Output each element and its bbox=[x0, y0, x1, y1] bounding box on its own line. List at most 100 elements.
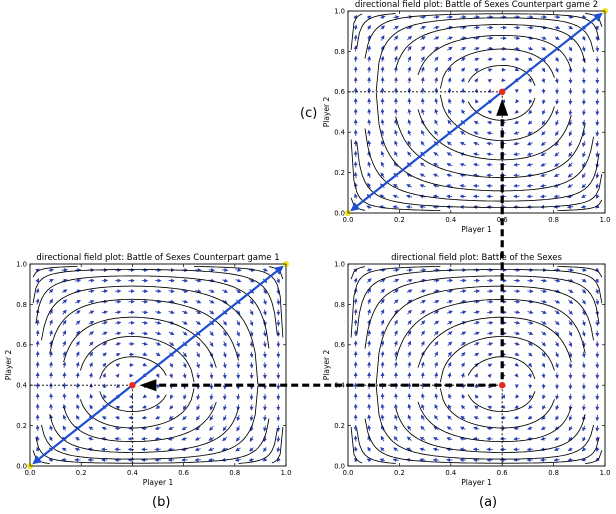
quiver-arrow bbox=[353, 171, 358, 179]
x-axis-label: Player 1 bbox=[461, 478, 492, 487]
quiver-arrow bbox=[155, 299, 162, 304]
quiver-arrow bbox=[353, 308, 358, 316]
quiver-arrow bbox=[407, 35, 413, 41]
quiver-arrow bbox=[472, 173, 480, 178]
quiver-arrow bbox=[421, 414, 425, 421]
quiver-arrow bbox=[222, 372, 227, 380]
quiver-arrow bbox=[473, 299, 481, 304]
quiver-arrow bbox=[554, 362, 559, 369]
quiver-arrow bbox=[447, 46, 453, 51]
quiver-arrow bbox=[420, 393, 425, 400]
streamline bbox=[395, 298, 586, 361]
quiver-arrow bbox=[434, 130, 439, 136]
quiver-arrow bbox=[434, 341, 439, 347]
quiver-arrow bbox=[75, 340, 80, 347]
quiver-arrow bbox=[514, 67, 520, 72]
quiver-arrow bbox=[48, 458, 54, 463]
quiver-arrow bbox=[407, 129, 412, 136]
quiver-arrow bbox=[101, 310, 108, 315]
quiver-arrow bbox=[262, 288, 267, 295]
quiver-arrow bbox=[181, 289, 189, 294]
quiver-arrow bbox=[155, 404, 161, 409]
quiver-arrow bbox=[367, 414, 372, 421]
quiver-arrow bbox=[446, 152, 453, 157]
quiver-arrow bbox=[89, 372, 93, 378]
quiver-arrow bbox=[487, 331, 494, 336]
quiver-arrow bbox=[49, 403, 54, 410]
quiver-arrow bbox=[380, 424, 385, 432]
quiver-arrow bbox=[380, 447, 385, 452]
quiver-arrow bbox=[528, 99, 533, 105]
quiver-arrow bbox=[367, 45, 372, 52]
panel-title: directional field plot: Battle of the Se… bbox=[391, 253, 562, 263]
quiver-arrow bbox=[392, 458, 399, 463]
quiver-arrow bbox=[420, 56, 425, 62]
quiver-arrow bbox=[513, 320, 521, 325]
quiver-arrow bbox=[169, 373, 173, 379]
quiver-arrow bbox=[433, 300, 440, 304]
quiver-arrow bbox=[181, 299, 189, 304]
quiver-arrow bbox=[514, 362, 520, 367]
quiver-field bbox=[35, 267, 281, 463]
quiver-arrow bbox=[540, 162, 547, 167]
quiver-arrow bbox=[262, 330, 267, 337]
quiver-arrow bbox=[432, 447, 440, 452]
quiver-arrow bbox=[262, 320, 267, 327]
quiver-arrow bbox=[434, 372, 439, 379]
quiver-arrow bbox=[209, 362, 214, 369]
quiver-arrow bbox=[209, 415, 214, 421]
streamlines bbox=[32, 265, 284, 465]
quiver-arrow bbox=[249, 425, 254, 432]
quiver-arrow bbox=[76, 404, 80, 410]
y-tick-label: 0.4 bbox=[16, 382, 27, 390]
quiver-arrow bbox=[366, 205, 372, 210]
quiver-arrow bbox=[353, 435, 358, 442]
quiver-arrow bbox=[195, 310, 202, 315]
quiver-arrow bbox=[527, 36, 534, 40]
quiver-arrow bbox=[433, 426, 439, 431]
quiver-arrow bbox=[447, 321, 453, 325]
quiver-arrow bbox=[447, 56, 453, 62]
quiver-arrow bbox=[473, 131, 480, 136]
quiver-arrow bbox=[581, 341, 586, 348]
transition-connectors bbox=[139, 98, 509, 392]
quiver-arrow bbox=[568, 119, 573, 126]
quiver-arrow bbox=[513, 415, 519, 420]
streamline bbox=[364, 128, 600, 202]
quiver-arrow bbox=[487, 120, 493, 125]
quiver-arrow bbox=[555, 109, 560, 116]
quiver-arrow bbox=[527, 362, 532, 368]
quiver-arrow bbox=[168, 426, 175, 430]
quiver-arrow bbox=[407, 97, 412, 105]
diagonal-arrow-up bbox=[131, 265, 284, 387]
quiver-arrow bbox=[276, 457, 281, 463]
quiver-arrow bbox=[434, 108, 439, 115]
quiver-arrow bbox=[581, 351, 586, 358]
quiver-arrow bbox=[354, 193, 358, 199]
quiver-arrow bbox=[461, 393, 466, 399]
quiver-arrow bbox=[420, 140, 425, 147]
quiver-arrow bbox=[380, 15, 386, 20]
quiver-arrow bbox=[88, 426, 94, 431]
panel-title: directional field plot: Battle of Sexes … bbox=[355, 0, 598, 10]
diagonal-arrow-down bbox=[350, 90, 503, 212]
quiver-arrow bbox=[393, 45, 398, 52]
quiver-arrow bbox=[554, 372, 559, 379]
quiver-arrow bbox=[155, 289, 162, 294]
quiver-arrow bbox=[222, 362, 227, 369]
quiver-arrow bbox=[155, 373, 160, 379]
quiver-arrow bbox=[514, 373, 519, 378]
quiver-arrow bbox=[366, 458, 372, 463]
quiver-arrow bbox=[222, 425, 227, 432]
quiver-arrow bbox=[367, 298, 371, 305]
quiver-arrow bbox=[473, 320, 480, 325]
quiver-arrow bbox=[434, 97, 439, 105]
quiver-arrow bbox=[434, 351, 438, 358]
quiver-arrow bbox=[595, 46, 600, 53]
quiver-arrow bbox=[169, 405, 174, 410]
quiver-arrow bbox=[541, 99, 546, 105]
quiver-arrow bbox=[353, 277, 358, 284]
quiver-arrow bbox=[446, 183, 453, 188]
quiver-arrow bbox=[236, 330, 240, 337]
quiver-arrow bbox=[236, 414, 241, 422]
